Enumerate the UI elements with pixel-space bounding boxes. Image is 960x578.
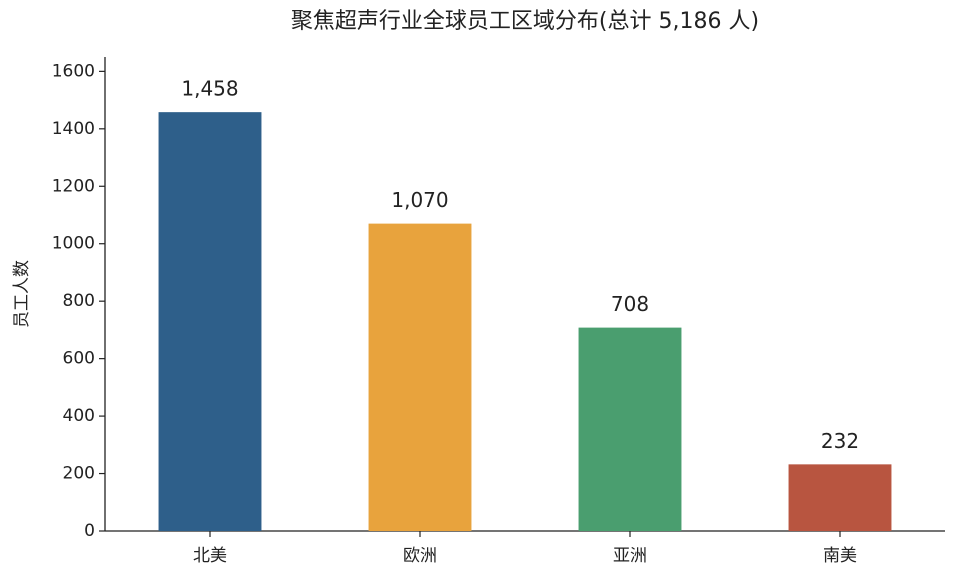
value-label: 1,458 [181,77,238,101]
y-tick-label: 1000 [52,234,95,254]
bar [578,327,682,531]
value-label: 708 [611,292,649,316]
y-tick-label: 200 [63,464,95,484]
bar [788,464,892,531]
y-tick-label: 1400 [52,119,95,139]
bar [158,112,262,531]
x-tick-label: 欧洲 [403,546,437,566]
x-tick-label: 亚洲 [613,546,647,566]
y-tick-label: 1600 [52,61,95,81]
y-tick-label: 0 [84,521,95,541]
y-tick-label: 1200 [52,176,95,196]
y-tick-label: 600 [63,349,95,369]
y-tick-label: 800 [63,291,95,311]
value-label: 232 [821,429,859,453]
y-axis-label: 员工人数 [12,260,32,328]
x-tick-label: 北美 [193,546,227,566]
y-tick-label: 400 [63,406,95,426]
bar [368,223,472,532]
x-tick-label: 南美 [823,546,857,566]
chart-title: 聚焦超声行业全球员工区域分布(总计 5,186 人) [291,9,759,34]
value-label: 1,070 [391,188,448,212]
